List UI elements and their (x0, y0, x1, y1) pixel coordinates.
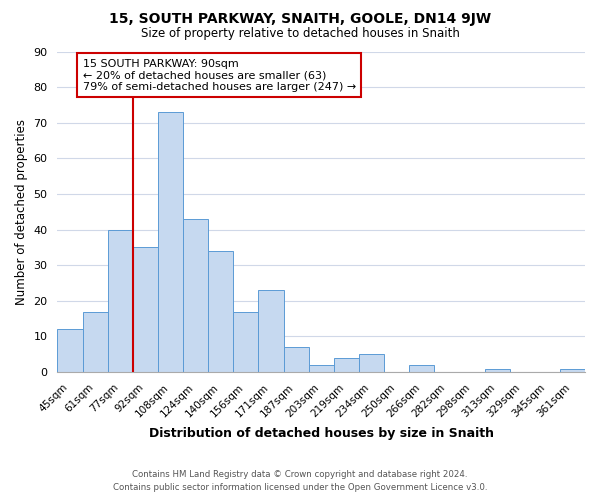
Bar (233, 312, 259, 372)
Bar (334, 358, 359, 372)
Text: 15 SOUTH PARKWAY: 90sqm
← 20% of detached houses are smaller (63)
79% of semi-de: 15 SOUTH PARKWAY: 90sqm ← 20% of detache… (83, 58, 356, 92)
Text: 15, SOUTH PARKWAY, SNAITH, GOOLE, DN14 9JW: 15, SOUTH PARKWAY, SNAITH, GOOLE, DN14 9… (109, 12, 491, 26)
Bar (158, 112, 183, 372)
Bar (259, 290, 284, 372)
Bar (83, 312, 107, 372)
X-axis label: Distribution of detached houses by size in Snaith: Distribution of detached houses by size … (149, 427, 494, 440)
Bar (133, 248, 158, 372)
Bar (58, 330, 83, 372)
Bar (284, 347, 308, 372)
Bar (208, 251, 233, 372)
Bar (409, 365, 434, 372)
Text: Size of property relative to detached houses in Snaith: Size of property relative to detached ho… (140, 28, 460, 40)
Bar (107, 230, 133, 372)
Bar (560, 368, 585, 372)
Bar (183, 219, 208, 372)
Bar (485, 368, 509, 372)
Bar (308, 365, 334, 372)
Text: Contains HM Land Registry data © Crown copyright and database right 2024.
Contai: Contains HM Land Registry data © Crown c… (113, 470, 487, 492)
Y-axis label: Number of detached properties: Number of detached properties (15, 119, 28, 305)
Bar (359, 354, 384, 372)
